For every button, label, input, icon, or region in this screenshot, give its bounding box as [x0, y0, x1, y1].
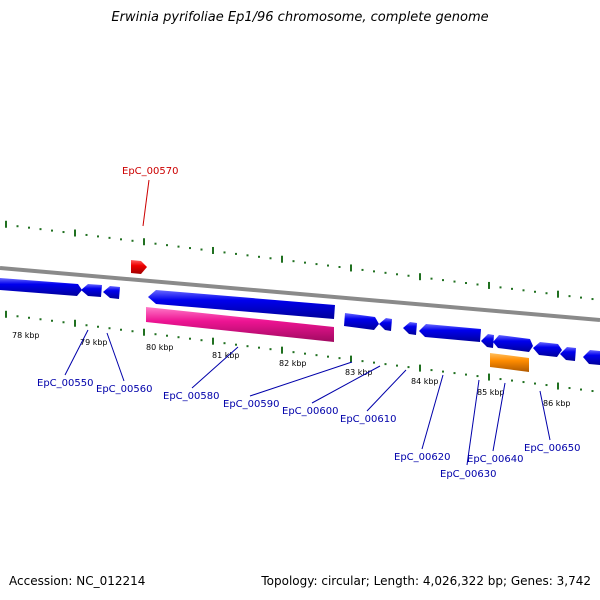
scale-tick-label: 85 kbp: [477, 388, 505, 397]
gene-arrow[interactable]: [81, 284, 102, 297]
scale-tick-label: 80 kbp: [146, 343, 174, 352]
genome-title: Erwinia pyrifoliae Ep1/96 chromosome, co…: [111, 10, 489, 25]
gene-bar-orange[interactable]: [490, 353, 529, 372]
chromosome-backbone: [0, 266, 600, 322]
gene-label-epc-00550[interactable]: EpC_00550: [37, 378, 93, 389]
gene-label-epc-00560[interactable]: EpC_00560: [96, 384, 152, 395]
gene-arrow[interactable]: [379, 318, 392, 331]
gene-label-epc-00620[interactable]: EpC_00620: [394, 452, 450, 463]
gene-arrow-epc-00570[interactable]: [131, 260, 147, 274]
gene-bar-pink[interactable]: [146, 307, 334, 342]
gene-arrow[interactable]: [103, 286, 120, 299]
scale-tick-label: 84 kbp: [411, 377, 439, 386]
gene-label-epc-00630[interactable]: EpC_00630: [440, 469, 496, 480]
gene-arrow[interactable]: [583, 350, 600, 365]
gene-label-epc-00580[interactable]: EpC_00580: [163, 391, 219, 402]
scale-tick-label: 79 kbp: [80, 338, 108, 347]
gene-label-epc-00600[interactable]: EpC_00600: [282, 406, 338, 417]
gene-labels: EpC_00570 EpC_00550 EpC_00560 EpC_00580 …: [37, 166, 580, 480]
gene-label-epc-00610[interactable]: EpC_00610: [340, 414, 396, 425]
gene-arrow[interactable]: [560, 347, 576, 361]
gene-track-reverse-upper: [0, 278, 600, 365]
gene-arrow[interactable]: [533, 342, 562, 357]
upper-tick-track: [5, 220, 594, 301]
gene-label-epc-00570[interactable]: EpC_00570: [122, 166, 178, 177]
scale-tick-label: 81 kbp: [212, 351, 240, 360]
gene-arrow[interactable]: [0, 278, 82, 296]
lower-tick-track: [5, 310, 594, 393]
scale-tick-label: 82 kbp: [279, 359, 307, 368]
gene-label-epc-00640[interactable]: EpC_00640: [467, 454, 523, 465]
gene-arrow[interactable]: [493, 335, 533, 352]
accession-text: Accession: NC_012214: [9, 574, 146, 588]
label-leader-lines: [64, 179, 551, 466]
gene-arrow[interactable]: [419, 324, 481, 342]
scale-labels: 78 kbp 79 kbp 80 kbp 81 kbp 82 kbp 83 kb…: [12, 331, 571, 408]
gene-arrow[interactable]: [403, 322, 417, 335]
gene-label-epc-00590[interactable]: EpC_00590: [223, 399, 279, 410]
genome-summary-text: Topology: circular; Length: 4,026,322 bp…: [261, 574, 591, 588]
gene-arrow[interactable]: [481, 334, 494, 348]
gene-arrow[interactable]: [344, 313, 379, 330]
scale-tick-label: 86 kbp: [543, 399, 571, 408]
scale-tick-label: 78 kbp: [12, 331, 40, 340]
scale-tick-label: 83 kbp: [345, 368, 373, 377]
gene-arrow[interactable]: [148, 290, 335, 319]
gene-label-epc-00650[interactable]: EpC_00650: [524, 443, 580, 454]
